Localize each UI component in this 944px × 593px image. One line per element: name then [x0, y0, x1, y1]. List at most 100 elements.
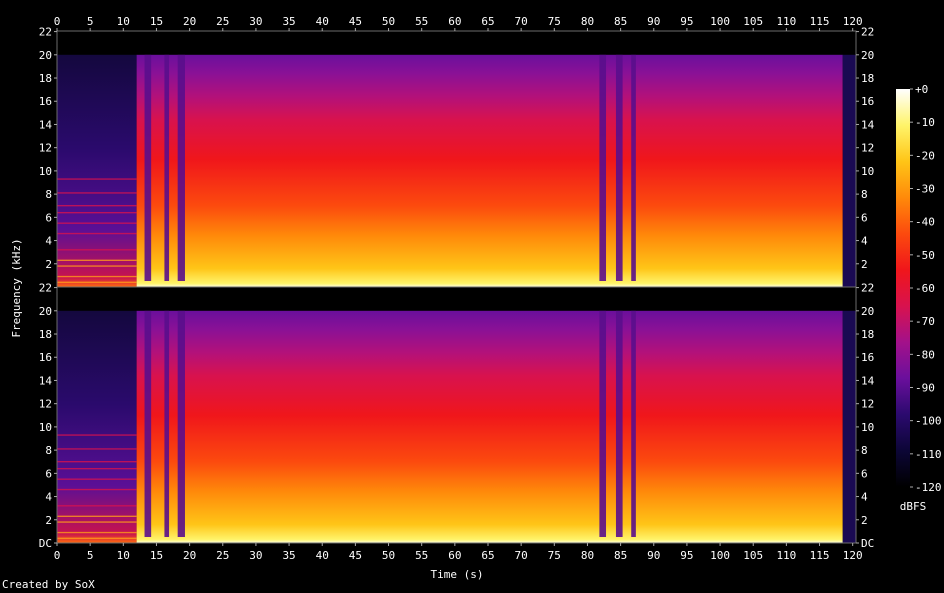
y-tick-label-left: 8 — [45, 188, 52, 201]
colorbar-tick-label: -50 — [915, 249, 935, 262]
y-tick-label-left: DC — [39, 537, 52, 550]
y-tick-label-right: 16 — [861, 95, 874, 108]
x-tick-label-top: 65 — [481, 15, 494, 28]
y-tick-label-right: 6 — [861, 467, 868, 480]
x-tick-label-bottom: 0 — [54, 549, 61, 562]
x-tick-label-top: 20 — [183, 15, 196, 28]
x-tick-label-bottom: 80 — [581, 549, 594, 562]
x-tick-label-bottom: 60 — [448, 549, 461, 562]
y-tick-label-left: 10 — [39, 165, 52, 178]
dropout-column — [144, 310, 152, 537]
colorbar: +0 -10 -20 -30 -40 -50 -60 -70 -80 -90 -100 -110 -12… — [896, 83, 942, 513]
y-tick-label-right: 22 — [861, 26, 874, 39]
colorbar-tick-label: -80 — [915, 348, 935, 361]
colorbar-tick-label: -30 — [915, 183, 935, 196]
dropout-column — [164, 54, 170, 282]
x-tick-label-top: 50 — [382, 15, 395, 28]
x-tick-label-top: 70 — [515, 15, 528, 28]
outro-section — [842, 54, 856, 288]
y-tick-label-left: 20 — [39, 305, 52, 318]
dropout-column — [177, 54, 185, 282]
channel-1 — [56, 30, 857, 288]
y-tick-label-right: 4 — [861, 491, 868, 504]
x-tick-label-bottom: 50 — [382, 549, 395, 562]
colorbar-tick-label: -90 — [915, 382, 935, 395]
x-tick-label-top: 25 — [216, 15, 229, 28]
y-tick-label-right: 8 — [861, 188, 868, 201]
channel-frame — [56, 286, 857, 544]
y-tick-label-right: 20 — [861, 49, 874, 62]
colorbar-label: dBFS — [900, 500, 927, 513]
colorbar-tick-label: -100 — [915, 415, 942, 428]
x-tick-label-bottom: 15 — [150, 549, 163, 562]
y-tick-label-right: 10 — [861, 421, 874, 434]
x-tick-label-top: 35 — [282, 15, 295, 28]
music-energy-band — [136, 54, 843, 288]
y-tick-label-left: 18 — [39, 328, 52, 341]
x-tick-label-top: 90 — [647, 15, 660, 28]
colorbar-ticks: +0 -10 -20 -30 -40 -50 -60 -70 -80 -90 -100 -110 -12… — [910, 83, 942, 494]
x-tick-label-bottom: 85 — [614, 549, 627, 562]
dropout-column — [615, 54, 623, 282]
y-axis-label: Frequency (kHz) — [10, 238, 23, 337]
y-tick-label-left: 18 — [39, 72, 52, 85]
x-axis-label: Time (s) — [431, 568, 484, 581]
y-tick-label-left: 14 — [39, 374, 53, 387]
dropout-column — [599, 54, 607, 282]
outro-section — [842, 310, 856, 543]
y-tick-label-right: 22 — [861, 282, 874, 295]
x-tick-label-top: 115 — [810, 15, 830, 28]
dropout-column — [177, 310, 185, 537]
plot-layer — [56, 30, 857, 544]
x-tick-label-top: 110 — [776, 15, 796, 28]
x-tick-label-top: 0 — [54, 15, 61, 28]
footer-credit: Created by SoX — [2, 578, 95, 591]
y-tick-label-left: 12 — [39, 398, 52, 411]
x-tick-label-top: 95 — [680, 15, 693, 28]
x-tick-label-bottom: 95 — [680, 549, 693, 562]
y-tick-label-left: 14 — [39, 118, 53, 131]
music-energy-band — [136, 310, 843, 543]
y-tick-label-left: 12 — [39, 142, 52, 155]
channel-2 — [56, 286, 857, 544]
x-tick-label-bottom: 65 — [481, 549, 494, 562]
y-tick-label-left: 6 — [45, 211, 52, 224]
x-tick-label-bottom: 70 — [515, 549, 528, 562]
y-tick-label-left: 4 — [45, 235, 52, 248]
x-tick-label-top: 80 — [581, 15, 594, 28]
x-tick-label-bottom: 115 — [810, 549, 830, 562]
intro-section — [57, 310, 137, 543]
y-tick-label-left: 10 — [39, 421, 52, 434]
x-tick-label-bottom: 30 — [249, 549, 262, 562]
colorbar-tick-label: -120 — [915, 481, 942, 494]
y-tick-label-right: 12 — [861, 142, 874, 155]
y-tick-label-right: 2 — [861, 514, 868, 527]
colorbar-tick-label: -40 — [915, 216, 935, 229]
x-tick-label-bottom: 110 — [776, 549, 796, 562]
dropout-column — [164, 310, 170, 537]
dropout-column — [615, 310, 623, 537]
dropout-column — [631, 310, 636, 537]
y-tick-label-left: 22 — [39, 26, 52, 39]
y-tick-label-right: 8 — [861, 444, 868, 457]
colorbar-gradient — [896, 89, 910, 487]
x-tick-label-top: 10 — [117, 15, 130, 28]
colorbar-tick-label: -20 — [915, 149, 935, 162]
y-tick-label-left: 4 — [45, 491, 52, 504]
y-tick-label-left: 8 — [45, 444, 52, 457]
y-tick-label-right: 4 — [861, 235, 868, 248]
y-tick-label-left: 20 — [39, 49, 52, 62]
y-tick-label-right: 20 — [861, 305, 874, 318]
x-tick-label-bottom: 105 — [743, 549, 763, 562]
colorbar-tick-label: -10 — [915, 116, 935, 129]
intro-section — [57, 54, 137, 288]
x-tick-label-top: 45 — [349, 15, 362, 28]
x-tick-label-top: 75 — [548, 15, 561, 28]
y-tick-label-left: 16 — [39, 95, 52, 108]
x-tick-label-bottom: 120 — [843, 549, 863, 562]
y-tick-label-right: 16 — [861, 351, 874, 364]
y-tick-label-left: 6 — [45, 467, 52, 480]
x-tick-label-top: 105 — [743, 15, 763, 28]
